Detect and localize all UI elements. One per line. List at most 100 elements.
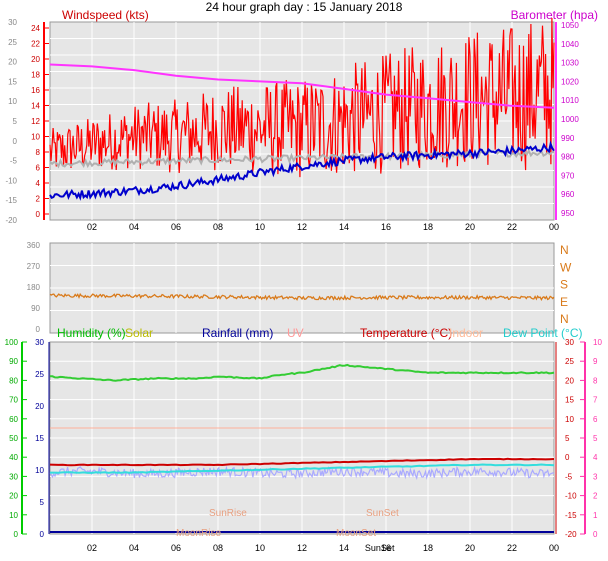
windspeed-tick-label: 14 — [31, 102, 40, 111]
uv-tick-label: 8 — [593, 376, 598, 385]
barometer-tick-label: 1040 — [561, 40, 579, 49]
compass-label: W — [560, 260, 572, 274]
sunset-label: SunSet — [366, 508, 399, 519]
top-outer-left-tick: 15 — [8, 77, 17, 86]
humidity-tick-label: 40 — [9, 453, 18, 462]
rainfall-tick-label: 20 — [35, 402, 44, 411]
bot-x-tick-label: 06 — [171, 543, 181, 553]
temperature-tick-label: 5 — [565, 434, 570, 443]
top-outer-left-tick: -10 — [5, 176, 17, 185]
windspeed-tick-label: 18 — [31, 71, 40, 80]
top-outer-left-tick: 0 — [13, 137, 18, 146]
top-x-tick-label: 14 — [339, 222, 349, 232]
barometer-tick-label: 1000 — [561, 115, 579, 124]
legend-temperature: Temperature (°C) — [360, 326, 452, 340]
top-x-tick-label: 04 — [129, 222, 139, 232]
humidity-tick-label: 20 — [9, 492, 18, 501]
feels-like-series — [49, 465, 555, 481]
windspeed-tick-label: 24 — [31, 24, 40, 33]
rainfall-tick-label: 30 — [35, 338, 44, 347]
rainfall-tick-label: 10 — [35, 466, 44, 475]
bot-x-tick-label: 18 — [423, 543, 433, 553]
humidity-tick-label: 70 — [9, 396, 18, 405]
uv-tick-label: 2 — [593, 492, 598, 501]
barometer-tick-label: 1050 — [561, 21, 579, 30]
uv-tick-label: 0 — [593, 530, 598, 539]
top-outer-left-tick: 30 — [8, 18, 17, 27]
rainfall-tick-label: 0 — [40, 530, 45, 539]
winddir-tick-label: 270 — [27, 262, 41, 271]
bot-x-tick-label: 02 — [87, 543, 97, 553]
winddir-tick-label: 180 — [27, 283, 41, 292]
top-outer-left-tick: -20 — [5, 216, 17, 225]
uv-tick-label: 9 — [593, 357, 598, 366]
temperature-tick-label: 25 — [565, 357, 574, 366]
barometer-series — [49, 63, 555, 109]
humidity-tick-label: 100 — [5, 338, 19, 347]
temperature-tick-label: -10 — [565, 492, 577, 501]
bot-x-tick-label: 22 — [507, 543, 517, 553]
bot-x-tick-label: 00 — [549, 543, 559, 553]
top-x-tick-label: 08 — [213, 222, 223, 232]
uv-tick-label: 6 — [593, 415, 598, 424]
outdoor-line-series — [49, 140, 555, 201]
compass-label: N — [560, 243, 569, 257]
top-x-tick-label: 18 — [423, 222, 433, 232]
compass-label: E — [560, 295, 568, 309]
windspeed-tick-label: 4 — [36, 179, 41, 188]
barometer-tick-label: 970 — [561, 171, 575, 180]
uv-tick-label: 7 — [593, 396, 598, 405]
humidity-tick-label: 10 — [9, 511, 18, 520]
rainfall-tick-label: 25 — [35, 370, 44, 379]
wind-direction-series — [49, 292, 555, 301]
temperature-tick-label: 10 — [565, 415, 574, 424]
top-outer-left-tick: 5 — [13, 117, 18, 126]
windspeed-tick-label: 16 — [31, 86, 40, 95]
top-x-tick-label: 12 — [297, 222, 307, 232]
compass-label: S — [560, 278, 568, 292]
top-outer-left-tick: -15 — [5, 196, 17, 205]
uv-tick-label: 10 — [593, 338, 602, 347]
legend-indoor: Indoor — [449, 326, 483, 340]
windspeed-tick-label: 2 — [36, 195, 41, 204]
bot-x-tick-label: 04 — [129, 543, 139, 553]
average-wind-series — [49, 148, 555, 169]
temperature-tick-label: 0 — [565, 453, 570, 462]
top-outer-left-tick: -5 — [10, 157, 18, 166]
humidity-tick-label: 60 — [9, 415, 18, 424]
barometer-tick-label: 990 — [561, 134, 575, 143]
uv-tick-label: 1 — [593, 511, 598, 520]
barometer-tick-label: 950 — [561, 209, 575, 218]
windspeed-label: Windspeed (kts) — [62, 8, 149, 22]
barometer-label: Barometer (hpa) — [511, 8, 598, 22]
chart-title: 24 hour graph day : 15 January 2018 — [206, 0, 403, 14]
compass-label: N — [560, 312, 569, 326]
top-x-tick-label: 06 — [171, 222, 181, 232]
barometer-tick-label: 960 — [561, 190, 575, 199]
bot-x-tick-label: 12 — [297, 543, 307, 553]
sunset-x-label: SunSet — [365, 543, 395, 553]
humidity-tick-label: 0 — [14, 530, 19, 539]
top-outer-left-tick: 10 — [8, 97, 17, 106]
temperature-tick-label: -15 — [565, 511, 577, 520]
rainfall-tick-label: 15 — [35, 434, 44, 443]
winddir-tick-label: 360 — [27, 241, 41, 250]
legend-humidity: Humidity (%) — [57, 326, 126, 340]
winddir-tick-label: 0 — [36, 325, 41, 334]
windspeed-tick-label: 22 — [31, 40, 40, 49]
legend-rainfall: Rainfall (mm) — [202, 326, 273, 340]
barometer-tick-label: 1030 — [561, 59, 579, 68]
top-x-tick-label: 20 — [465, 222, 475, 232]
barometer-tick-label: 980 — [561, 153, 575, 162]
dewpoint-series — [50, 463, 555, 474]
humidity-tick-label: 90 — [9, 357, 18, 366]
bot-x-tick-label: 20 — [465, 543, 475, 553]
temperature-tick-label: 20 — [565, 376, 574, 385]
uv-tick-label: 4 — [593, 453, 598, 462]
top-outer-left-tick: 25 — [8, 38, 17, 47]
legend-solar: Solar — [125, 326, 153, 340]
windspeed-tick-label: 12 — [31, 117, 40, 126]
windspeed-tick-label: 0 — [36, 210, 41, 219]
